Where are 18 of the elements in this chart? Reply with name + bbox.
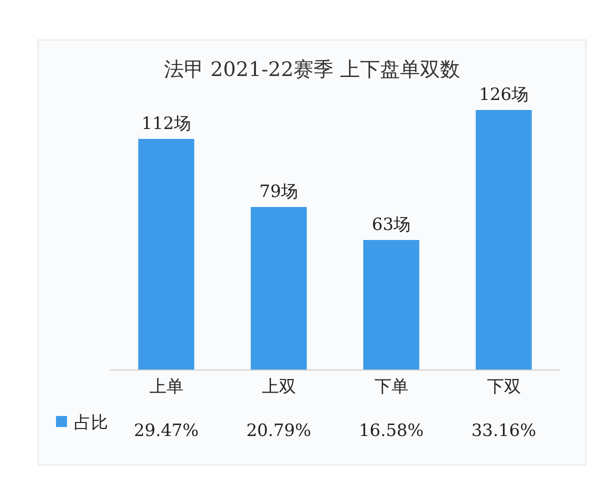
x-tick-label: 上单	[149, 377, 184, 397]
data-label: 79场	[259, 182, 298, 202]
text: 20.79%	[246, 421, 312, 441]
bar	[363, 240, 420, 370]
bar	[138, 138, 194, 370]
bar	[476, 110, 532, 370]
data-label: 126场	[479, 85, 528, 105]
text: 16.58%	[358, 421, 424, 441]
x-tick-label: 上双	[262, 377, 296, 397]
legend-label: 占比	[74, 413, 108, 433]
chart-title: 法甲 2021-22赛季 上下盘单双数	[164, 57, 460, 81]
data-label: 63场	[372, 215, 411, 235]
data-label: 112场	[142, 114, 191, 134]
text: 29.47%	[134, 421, 199, 441]
x-tick-label: 下双	[486, 377, 521, 397]
text: 33.16%	[471, 421, 536, 441]
x-tick-label: 下单	[374, 377, 408, 397]
bar	[250, 206, 307, 370]
